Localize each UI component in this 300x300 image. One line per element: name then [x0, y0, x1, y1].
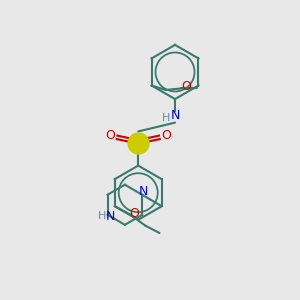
Text: N: N	[170, 109, 180, 122]
Text: N: N	[106, 210, 115, 223]
Text: S: S	[134, 136, 142, 149]
Text: O: O	[106, 129, 116, 142]
Text: H: H	[161, 113, 170, 123]
Text: O: O	[161, 129, 171, 142]
Text: N: N	[139, 185, 148, 198]
Text: H: H	[98, 211, 106, 221]
Text: O: O	[181, 80, 191, 94]
Text: O: O	[130, 206, 140, 220]
